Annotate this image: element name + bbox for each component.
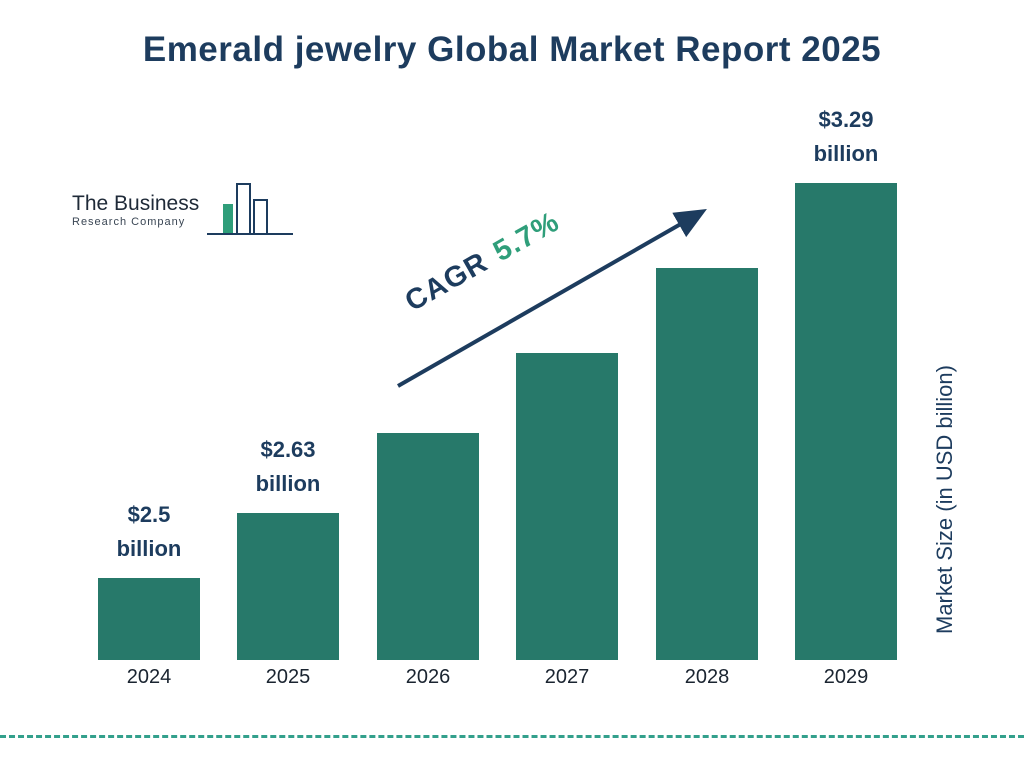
x-tick-label: 2028 (684, 665, 730, 688)
page-title: Emerald jewelry Global Market Report 202… (142, 30, 882, 69)
x-tick-label: 2024 (126, 665, 172, 688)
bar-column-2028: 2028 (656, 268, 758, 694)
logo-bars-icon (207, 178, 295, 242)
bar-column-2029: 2029 (795, 183, 897, 694)
x-tick-label: 2026 (405, 665, 451, 688)
bar-value-label: $3.29 billion (813, 106, 879, 166)
logo-name: The Business (72, 192, 200, 215)
x-tick-label: 2025 (265, 665, 311, 688)
bar-2025 (237, 513, 339, 660)
logo-subname: Research Company (72, 216, 186, 228)
logo-text: The Business Research Company (72, 192, 199, 242)
bar-2026 (377, 433, 479, 660)
bar-2028 (656, 268, 758, 660)
bar-column-2025: 2025 (237, 513, 339, 694)
bar-2024 (98, 578, 200, 660)
bar-column-2026: 2026 (377, 433, 479, 694)
bar-value-label: $2.5 billion (116, 501, 182, 561)
x-tick-label: 2027 (544, 665, 590, 688)
bar-value-label: $2.63 billion (255, 436, 321, 496)
bar-2029 (795, 183, 897, 660)
x-tick-label: 2029 (823, 665, 869, 688)
bottom-divider (0, 735, 1024, 738)
bar-2027 (516, 353, 618, 660)
bar-column-2027: 2027 (516, 353, 618, 694)
bar-column-2024: 2024 (98, 578, 200, 694)
logo: The Business Research Company (72, 178, 295, 242)
